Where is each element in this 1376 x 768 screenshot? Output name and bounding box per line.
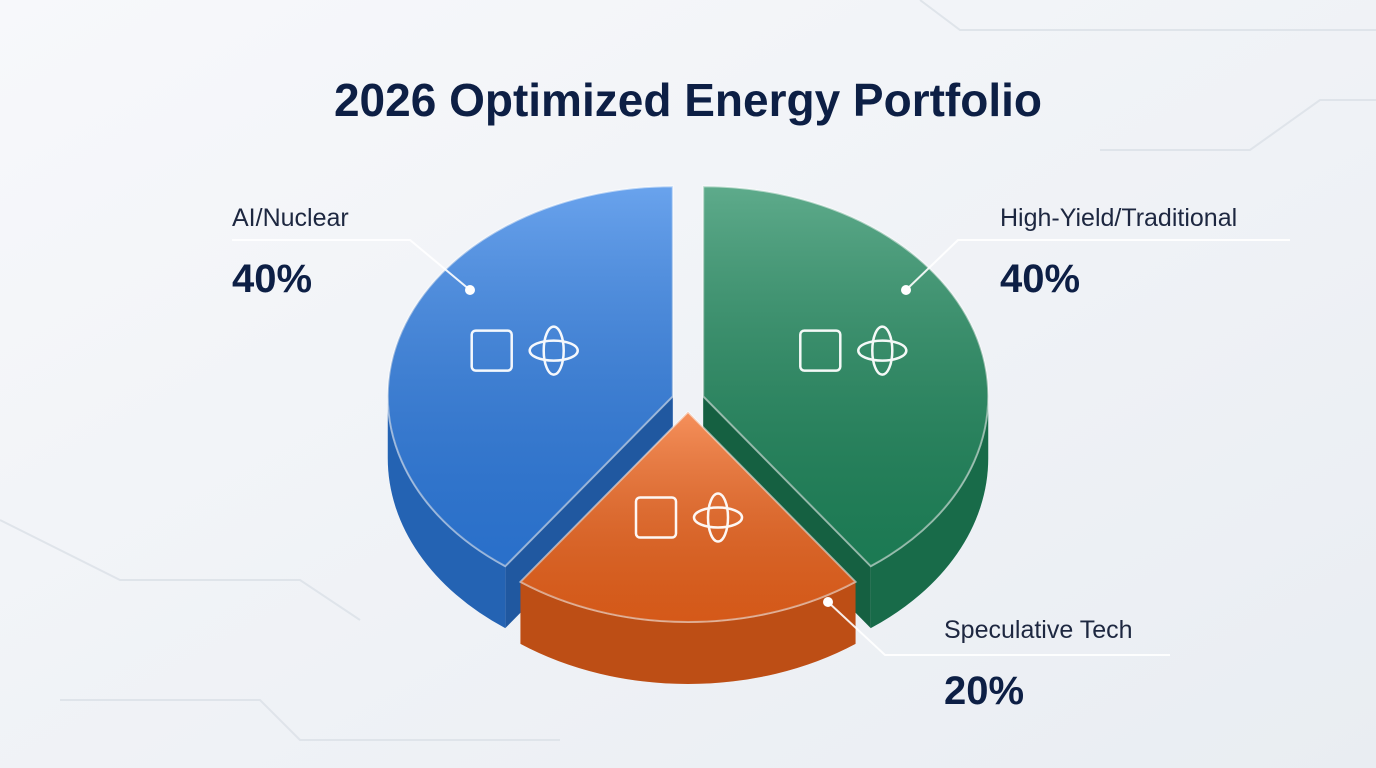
icon-part bbox=[542, 325, 565, 376]
icon-part bbox=[692, 506, 744, 529]
slice-top-shine bbox=[520, 412, 856, 622]
icon-part bbox=[857, 339, 908, 362]
leader-dots bbox=[465, 285, 911, 607]
slice-icon bbox=[799, 325, 908, 376]
icon-part bbox=[871, 325, 894, 376]
slice-value-label: 20% bbox=[944, 669, 1024, 713]
slice-side-shade bbox=[387, 396, 506, 629]
slice-side bbox=[387, 396, 506, 629]
background-lines bbox=[0, 0, 1376, 741]
slice-top-shine bbox=[703, 186, 989, 567]
icon-part bbox=[634, 496, 678, 539]
slice-label: AI/Nuclear bbox=[232, 204, 349, 232]
slice-side bbox=[870, 396, 989, 629]
slice-value-label: 40% bbox=[1000, 257, 1080, 301]
icon-part bbox=[470, 329, 513, 372]
slice bbox=[518, 410, 858, 685]
icon-part bbox=[799, 329, 842, 372]
slice-side bbox=[520, 581, 856, 685]
slice-side-shade bbox=[870, 396, 989, 629]
slice-label: Speculative Tech bbox=[944, 616, 1133, 644]
slice-value-label: 40% bbox=[232, 257, 312, 301]
icon-part bbox=[528, 339, 579, 362]
chart-title: 2026 Optimized Energy Portfolio bbox=[334, 74, 1042, 126]
leader-lines bbox=[232, 239, 1290, 656]
slice-side-shade bbox=[520, 581, 856, 685]
slice-label: High-Yield/Traditional bbox=[1000, 204, 1237, 232]
slice-icon bbox=[470, 325, 579, 376]
icon-part bbox=[706, 492, 730, 543]
slice-icon bbox=[634, 492, 744, 543]
